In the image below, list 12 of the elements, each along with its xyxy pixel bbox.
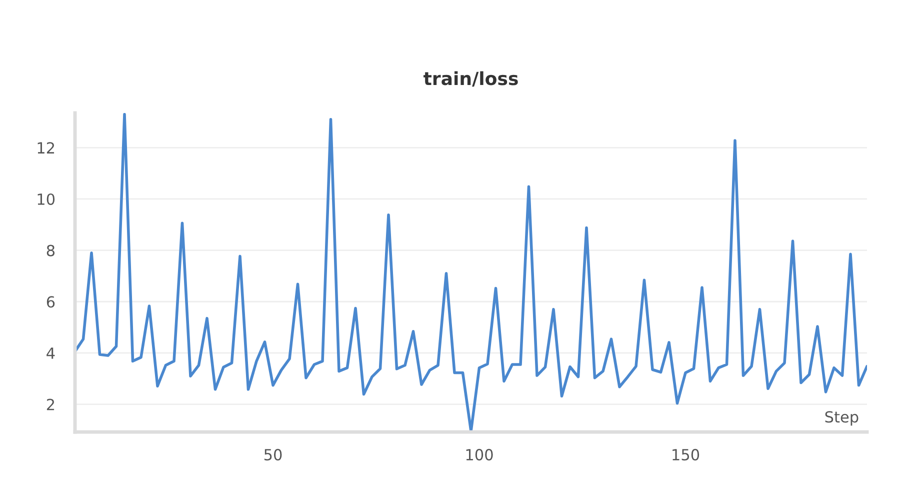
y-tick-label: 2 bbox=[46, 398, 54, 410]
x-tick-label: 100 bbox=[466, 448, 493, 460]
x-axis-title: Step bbox=[825, 411, 858, 426]
x-tick-label: 50 bbox=[264, 448, 282, 460]
x-tick-label: 150 bbox=[672, 448, 700, 460]
y-tick-label: 8 bbox=[46, 244, 55, 256]
y-tick-label: 4 bbox=[46, 348, 55, 359]
y-tick-label: 10 bbox=[38, 193, 55, 205]
chart-title: train/loss bbox=[424, 71, 518, 87]
line-series bbox=[75, 113, 867, 432]
y-tick-label: 6 bbox=[46, 296, 55, 308]
y-tick-label: 12 bbox=[38, 142, 54, 154]
